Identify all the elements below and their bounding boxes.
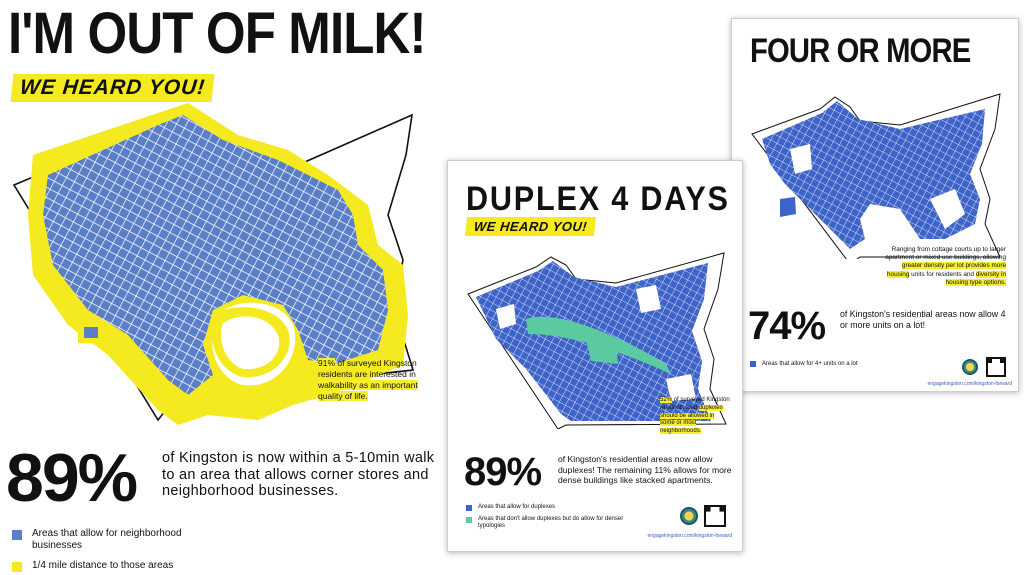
four-description: of Kingston's residential areas now allo…: [840, 309, 1006, 330]
duplex-poster: DUPLEX 4 DAYS WE HEARD YOU! 52% of surve…: [447, 160, 743, 552]
legend-label: Areas that allow for 4+ units on a lot: [762, 361, 858, 367]
four-big-percent: 74%: [748, 304, 826, 348]
left-note-text: of surveyed Kingston residents are inter…: [318, 358, 417, 379]
four-note-text-b: units for residents and: [909, 270, 976, 278]
duplex-heard-you-text: WE HEARD YOU!: [465, 217, 597, 236]
left-survey-note: 91% of surveyed Kingston residents are i…: [318, 358, 418, 402]
four-or-more-poster: FOUR OR MORE Ranging from cottage courts…: [731, 18, 1019, 392]
left-note-pct: 91%: [318, 358, 336, 368]
left-description: of Kingston is now within a 5-10min walk…: [162, 450, 435, 499]
legend-swatch-green: [466, 516, 472, 523]
neighborhood-business-areas: [43, 115, 388, 395]
left-big-percent: 89%: [6, 440, 138, 516]
legend-item-buffer: 1/4 mile distance to those areas: [12, 560, 212, 572]
legend-label: Areas that allow for duplexes: [478, 504, 556, 510]
legend-label: 1/4 mile distance to those areas: [32, 560, 174, 571]
duplex-map: [467, 252, 727, 429]
duplex-note-pct: 52%: [660, 397, 673, 403]
duplex-heard-you-banner: WE HEARD YOU!: [465, 217, 597, 236]
duplex-legend: Areas that allow for duplexes Areas that…: [466, 504, 646, 531]
qr-code-icon[interactable]: [986, 357, 1006, 377]
four-poster-title: FOUR OR MORE: [750, 32, 971, 70]
legend-item-four-units: Areas that allow for 4+ units on a lot: [750, 360, 880, 368]
four-note: Ranging from cottage courts up to larger…: [878, 246, 1006, 287]
qr-code-icon[interactable]: [704, 505, 726, 527]
four-legend: Areas that allow for 4+ units on a lot: [750, 360, 880, 368]
legend-swatch-blue: [750, 361, 756, 367]
city-seal-icon: [962, 359, 978, 375]
left-note-highlight: walkability as an important quality of l…: [318, 380, 418, 401]
legend-item-business: Areas that allow for neighborhood busine…: [12, 528, 212, 552]
legend-swatch-blue: [466, 505, 472, 511]
kingston-walkability-map: [12, 103, 415, 425]
four-note-text-a: Ranging from cottage courts up to larger…: [885, 246, 1006, 262]
duplex-url-link[interactable]: engagekingston.com/kingston-forward: [647, 533, 733, 539]
duplex-description: of Kingston's residential areas now allo…: [558, 454, 732, 486]
duplex-note-text: of surveyed Kingston residents said: [660, 397, 730, 411]
legend-swatch-blue: [12, 530, 22, 540]
legend-label: Areas that allow for neighborhood busine…: [32, 528, 182, 551]
left-legend: Areas that allow for neighborhood busine…: [12, 528, 212, 572]
duplex-poster-title: DUPLEX 4 DAYS: [466, 180, 730, 218]
left-poster-title: I'M OUT OF MILK!: [8, 1, 427, 66]
legend-item-duplex: Areas that allow for duplexes: [466, 504, 646, 512]
duplex-note: 52% of surveyed Kingston residents said …: [660, 397, 730, 436]
duplex-big-percent: 89%: [464, 450, 542, 494]
four-url-link[interactable]: engagekingston.com/kingston-forward: [927, 381, 1013, 387]
legend-swatch-yellow: [12, 562, 22, 572]
legend-label: Areas that don't allow duplexes but do a…: [478, 515, 624, 530]
four-units-map: [751, 93, 1001, 259]
city-seal-icon: [680, 507, 698, 525]
legend-item-denser: Areas that don't allow duplexes but do a…: [466, 516, 646, 531]
